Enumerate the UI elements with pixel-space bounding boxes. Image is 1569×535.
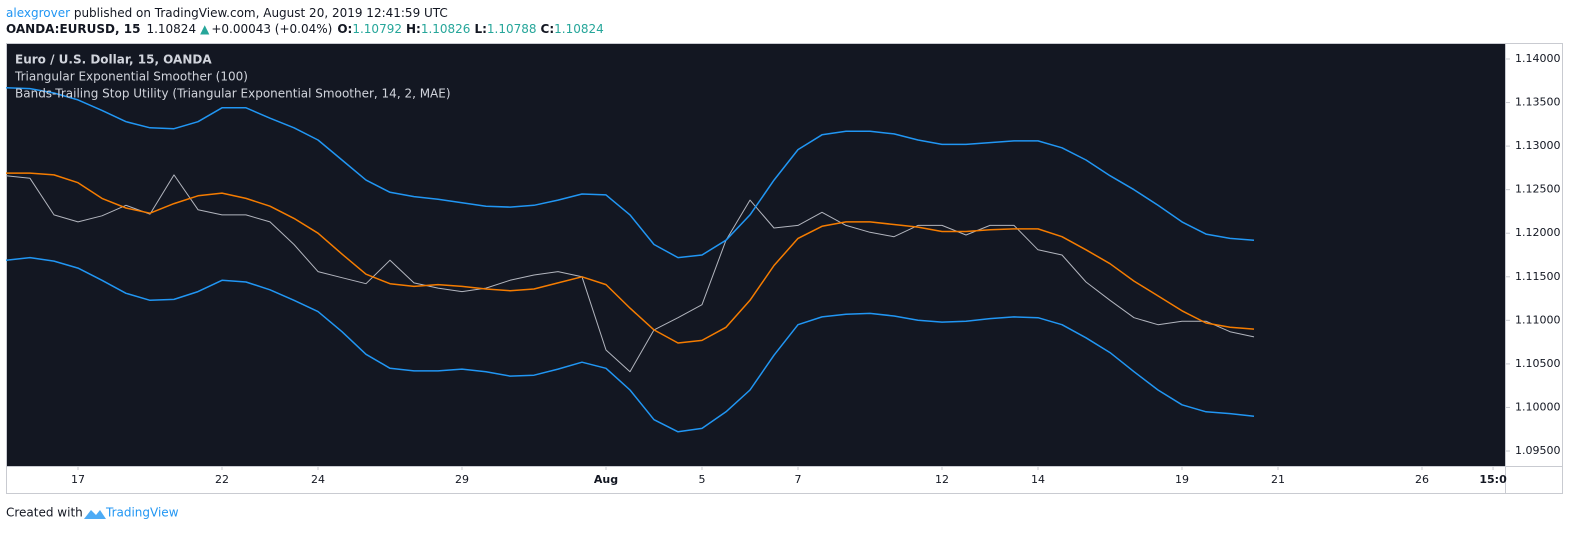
open-label: O: [337,22,352,36]
x-tick-label: 29 [455,473,469,486]
low: 1.10788 [487,22,537,36]
y-tick-label: 1.09500 [1515,444,1561,457]
y-tick-label: 1.14000 [1515,52,1561,65]
x-tick-label: 14 [1031,473,1045,486]
x-tick-label: 19 [1175,473,1189,486]
y-tick-label: 1.13500 [1515,96,1561,109]
y-tick-label: 1.13000 [1515,139,1561,152]
legend-entry: Triangular Exponential Smoother (100) [14,70,248,84]
logo [84,510,106,519]
series-line [6,172,1255,344]
footer[interactable]: Created with TradingView [6,506,179,520]
x-tick-label: 22 [215,473,229,486]
series-line [5,86,1255,259]
author[interactable]: alexgrover [6,6,70,20]
high-label: H: [406,22,421,36]
created-with: Created with [6,506,83,520]
x-tick-label: 12 [935,473,949,486]
x-tick-label: 7 [795,473,802,486]
y-tick-label: 1.11000 [1515,313,1561,326]
x-tick-label: 5 [698,473,705,486]
x-tick-label: 15:0 [1479,473,1507,486]
series-layer [5,86,1255,433]
y-tick-label: 1.10500 [1515,357,1561,370]
quote-line: OANDA:EURUSD, 15 1.10824 ▲ +0.00043 (+0.04%… [6,22,604,36]
y-tick-label: 1.12000 [1515,226,1561,239]
y-tick-label: 1.11500 [1515,270,1561,283]
x-tick-label: 24 [311,473,325,486]
close-label: C: [541,22,555,36]
x-tick-label: Aug [594,473,618,486]
close: 1.10824 [554,22,604,36]
published: published on TradingView.com, August 20,… [70,6,448,20]
high: 1.10826 [421,22,471,36]
open: 1.10792 [352,22,402,36]
y-tick-label: 1.10000 [1515,400,1561,413]
x-tick-label: 26 [1415,473,1429,486]
y-tick-label: 1.12500 [1515,183,1561,196]
low-label: L: [474,22,486,36]
last: 1.10824 [146,22,196,36]
brand[interactable]: TradingView [105,506,179,520]
plot-area [7,44,1505,466]
symbol: OANDA:EURUSD, 15 [6,22,140,36]
arrow: ▲ [200,22,210,36]
series-line [5,256,1255,433]
x-tick-label: 17 [71,473,85,486]
legend-entry: Bands-Trailing Stop Utility (Triangular … [15,87,451,101]
x-tick-label: 21 [1271,473,1285,486]
series-line [5,174,1255,373]
change: +0.00043 (+0.04%) [211,22,332,36]
chart-title: Euro / U.S. Dollar, 15, OANDA [15,53,212,67]
publish-line: alexgrover published on TradingView.com,… [6,6,448,20]
